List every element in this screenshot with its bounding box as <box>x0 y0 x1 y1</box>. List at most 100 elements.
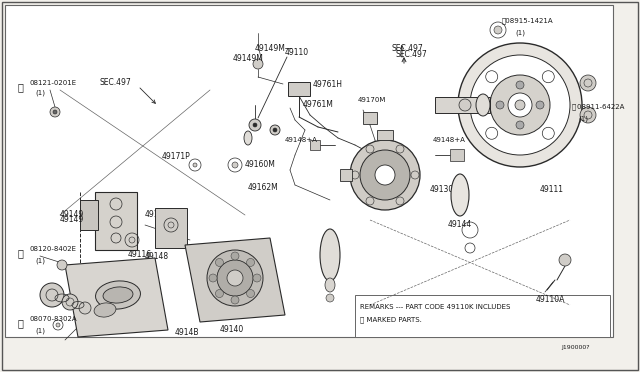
Ellipse shape <box>95 281 140 309</box>
Circle shape <box>249 119 261 131</box>
Circle shape <box>50 107 60 117</box>
Circle shape <box>209 274 217 282</box>
Circle shape <box>253 59 263 69</box>
Text: SEC.497: SEC.497 <box>100 78 132 87</box>
Text: 49110: 49110 <box>285 48 309 57</box>
Polygon shape <box>185 238 285 322</box>
Circle shape <box>559 254 571 266</box>
Text: (1): (1) <box>35 327 45 334</box>
Bar <box>363 112 377 124</box>
Circle shape <box>270 125 280 135</box>
Ellipse shape <box>451 174 469 216</box>
Ellipse shape <box>325 278 335 292</box>
Circle shape <box>490 75 550 135</box>
Bar <box>95 192 137 250</box>
Text: 49144: 49144 <box>448 220 472 229</box>
Bar <box>450 149 464 161</box>
Circle shape <box>273 128 277 132</box>
Bar <box>355 295 610 337</box>
Circle shape <box>253 274 261 282</box>
Bar <box>377 130 393 140</box>
Circle shape <box>46 289 58 301</box>
Bar <box>435 97 490 113</box>
Text: 08121-0201E: 08121-0201E <box>30 80 77 86</box>
Text: SEC.497: SEC.497 <box>395 50 427 59</box>
Circle shape <box>516 81 524 89</box>
Circle shape <box>62 294 78 310</box>
Text: (1): (1) <box>578 115 588 122</box>
Ellipse shape <box>244 131 252 145</box>
Circle shape <box>231 296 239 304</box>
Text: Ⓑ: Ⓑ <box>18 82 24 92</box>
Bar <box>5 5 613 337</box>
Circle shape <box>350 140 420 210</box>
Circle shape <box>79 302 91 314</box>
Text: 49148+A: 49148+A <box>433 137 466 143</box>
Text: 49160M: 49160M <box>245 160 276 169</box>
Text: 08070-8302A: 08070-8302A <box>30 316 77 322</box>
Ellipse shape <box>320 229 340 281</box>
Text: 49148: 49148 <box>145 252 169 261</box>
Circle shape <box>216 289 223 298</box>
Circle shape <box>360 150 410 200</box>
Text: 49110A: 49110A <box>535 295 564 304</box>
Circle shape <box>193 163 197 167</box>
Ellipse shape <box>94 303 116 317</box>
Bar <box>155 208 187 248</box>
Polygon shape <box>65 258 168 337</box>
Text: (1): (1) <box>35 257 45 263</box>
Circle shape <box>465 243 475 253</box>
Circle shape <box>168 222 174 228</box>
Circle shape <box>231 252 239 260</box>
Circle shape <box>57 260 67 270</box>
Text: Ⓦ08915-1421A: Ⓦ08915-1421A <box>502 17 554 23</box>
Text: 49149M—: 49149M— <box>255 44 294 53</box>
Circle shape <box>216 259 223 266</box>
Circle shape <box>246 289 255 298</box>
Text: SEC.497: SEC.497 <box>392 44 424 53</box>
Circle shape <box>326 294 334 302</box>
Circle shape <box>516 121 524 129</box>
Circle shape <box>207 250 263 306</box>
Circle shape <box>227 270 243 286</box>
Text: REMARKS --- PART CODE 49110K INCLUDES: REMARKS --- PART CODE 49110K INCLUDES <box>360 304 510 310</box>
Bar <box>310 140 320 150</box>
Text: 49148+A: 49148+A <box>285 137 318 143</box>
Bar <box>80 200 98 230</box>
Text: 49116: 49116 <box>128 250 152 259</box>
Text: 49149: 49149 <box>60 210 84 219</box>
Circle shape <box>536 101 544 109</box>
Circle shape <box>580 107 596 123</box>
Bar <box>340 169 352 181</box>
Text: 49120M: 49120M <box>145 210 176 219</box>
Circle shape <box>470 55 570 155</box>
Circle shape <box>462 222 478 238</box>
Circle shape <box>515 100 525 110</box>
Text: 49149M: 49149M <box>233 54 264 63</box>
Text: Ⓝ 08911-6422A: Ⓝ 08911-6422A <box>572 103 625 110</box>
Text: J190000?: J190000? <box>561 345 590 350</box>
Circle shape <box>496 101 504 109</box>
Circle shape <box>508 93 532 117</box>
Text: Ⓑ: Ⓑ <box>18 248 24 258</box>
Circle shape <box>458 43 582 167</box>
Circle shape <box>129 237 135 243</box>
Text: 49761H: 49761H <box>313 80 343 89</box>
Circle shape <box>253 123 257 127</box>
Circle shape <box>56 323 60 327</box>
Circle shape <box>232 162 238 168</box>
Text: 49111: 49111 <box>540 185 564 194</box>
Text: 49140: 49140 <box>220 325 244 334</box>
Circle shape <box>40 283 64 307</box>
Circle shape <box>217 260 253 296</box>
Text: (1): (1) <box>35 90 45 96</box>
Text: Ⓐ MARKED PARTS.: Ⓐ MARKED PARTS. <box>360 316 422 323</box>
Text: 49170M: 49170M <box>358 97 387 103</box>
Bar <box>288 82 310 96</box>
Text: 49162M: 49162M <box>248 183 279 192</box>
Text: 4914B: 4914B <box>175 328 200 337</box>
Circle shape <box>459 99 471 111</box>
Text: 49761M: 49761M <box>303 100 334 109</box>
Circle shape <box>246 259 255 266</box>
Circle shape <box>375 165 395 185</box>
